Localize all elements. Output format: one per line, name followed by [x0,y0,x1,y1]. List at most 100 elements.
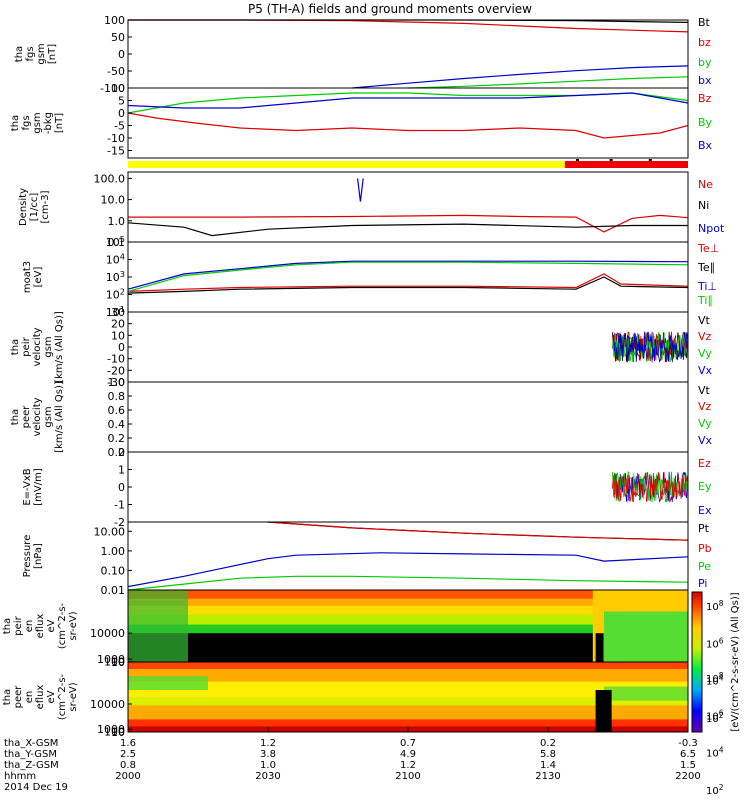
panel-mode_bar [128,159,688,168]
y-tick-label: 0 [118,48,125,61]
y-axis-label: [mV/m] [33,468,44,506]
y-tick-label: 100 [104,726,125,739]
panel-frame [127,19,689,89]
x-tick-value: 0.8 [120,760,136,771]
y-axis-label: tha [2,618,13,634]
y-tick-label: 0 [118,107,125,120]
spectrogram-band-3 [128,697,688,707]
x-tick-value: 1.6 [120,738,136,749]
x-row-label: tha_X-GSM [4,738,58,749]
panel-peer_velocity [127,381,689,453]
series-line-Ni [127,222,688,237]
y-tick-label: -100 [100,82,125,95]
x-tick-value: 0.2 [540,738,556,749]
series-line-Npot [357,178,364,202]
y-axis-label: peir [21,336,32,356]
y-tick-label: 1.0 [108,376,126,389]
panel-peer_spectrogram [127,661,689,733]
legend-by: by [698,56,712,69]
y-tick-label: 10 [111,82,125,95]
spectrogram-gap [595,633,604,662]
spectrogram-green-blob [128,676,208,690]
y-axis-label: velocity [32,327,43,366]
y-axis-label: tha [14,46,25,62]
legend-Ez: Ez [698,457,711,470]
y-tick-label: 0 [118,341,125,354]
y-tick-label: 1000 [97,723,125,736]
colorbar-tick-label: 102 [706,711,724,725]
legend-Ti⊥: Ti⊥ [697,280,717,293]
y-axis-label: [nT] [54,113,65,133]
y-axis-label: gsm [43,406,54,427]
y-axis-label: sr-eV) [68,611,79,640]
legend-Te⊥: Te⊥ [697,242,719,255]
spectrogram-gap [595,690,612,732]
spectrogram-early-green [128,590,188,662]
y-tick-label: -15 [107,145,125,158]
y-tick-label: -50 [107,65,125,78]
x-tick-value: -0.3 [678,738,698,749]
panel-frame [127,87,689,159]
panel-peir_spectrogram [127,589,689,663]
panel-peir_velocity [127,311,689,383]
mode-bar-segment-1 [564,161,688,168]
legend-Ti∥: Ti∥ [697,294,713,307]
legend-Vx: Vx [698,434,713,447]
series-line-bx [351,65,689,89]
x-tick-value: 1.4 [540,760,556,771]
mode-bar-marker-2 [648,159,652,161]
legend-Pe: Pe [698,560,711,573]
noise-burst-red [612,472,689,503]
y-axis-label: peer [13,685,24,709]
x-tick-value: 0.7 [400,738,416,749]
x-row-label: 2014 Dec 19 [4,782,68,793]
y-axis-label: Pressure [22,535,33,578]
y-axis-label: [nPa] [33,543,44,569]
y-tick-label: -20 [107,364,125,377]
legend-Vy: Vy [698,417,712,430]
y-tick-label: -5 [114,120,125,133]
colorbar [691,591,703,733]
spectrogram-band-4 [128,624,688,635]
series-line-By [127,92,689,114]
y-axis-label: Density [18,188,29,226]
noise-burst-green [612,332,689,363]
y-tick-label: -30 [107,376,125,389]
y-tick-label: 50 [111,31,125,44]
series-line-Te∥ [127,276,689,294]
y-tick-label: 10 [111,656,125,669]
y-axis-label: [km/s (All Qs)] [54,311,65,383]
y-axis-label: velocity [32,397,43,436]
legend-Vy: Vy [698,347,712,360]
legend-bx: bx [698,74,712,87]
colorbar-tick-label-2: 102 [706,783,724,797]
y-axis-label: moat3 [22,261,33,293]
spectrogram-late-green [604,686,688,701]
series-line-Ti∥ [127,261,689,292]
y-axis-label: [1/cc] [29,193,40,222]
y-tick-label: -10 [107,132,125,145]
panel-frame [127,381,689,453]
y-axis-label: en [24,691,35,704]
y-tick-label: 10 [111,726,125,739]
y-tick-label: 1 [118,464,125,477]
x-tick-value: 1.2 [260,738,276,749]
figure-title: P5 (TH-A) fields and ground moments over… [248,2,532,16]
spectrogram-band-5 [128,719,688,728]
series-line-Pb [267,521,689,541]
series-line-Pi [127,552,689,588]
legend-Ne: Ne [698,178,713,191]
series-line-by [407,76,689,89]
y-tick-label: 0.0 [108,446,126,459]
series-line-Ti⊥ [127,260,689,290]
y-tick-label: 5 [118,95,125,108]
y-axis-label: gsm [32,112,43,133]
mode-bar-marker-0 [576,159,579,161]
y-axis-label: tha [10,409,21,425]
y-axis-label: eV [46,619,57,632]
x-tick-value: 6.5 [680,749,696,760]
legend-Pb: Pb [698,542,712,555]
y-axis-label: eflux [35,685,46,710]
mode-bar-marker-1 [609,159,613,161]
